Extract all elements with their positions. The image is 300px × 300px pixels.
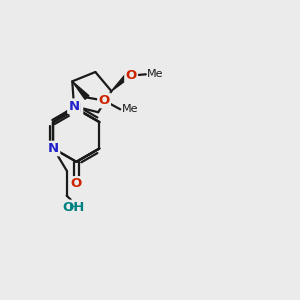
Text: OH: OH [62, 201, 85, 214]
Text: O: O [98, 94, 110, 107]
Text: O: O [125, 69, 137, 82]
Polygon shape [111, 74, 129, 91]
Polygon shape [72, 81, 89, 99]
Text: O: O [71, 177, 82, 190]
Text: N: N [48, 142, 59, 155]
Text: Me: Me [122, 104, 138, 114]
Text: Me: Me [147, 69, 164, 79]
Text: N: N [68, 100, 80, 113]
Text: N: N [71, 102, 82, 115]
Text: H: H [69, 203, 78, 213]
